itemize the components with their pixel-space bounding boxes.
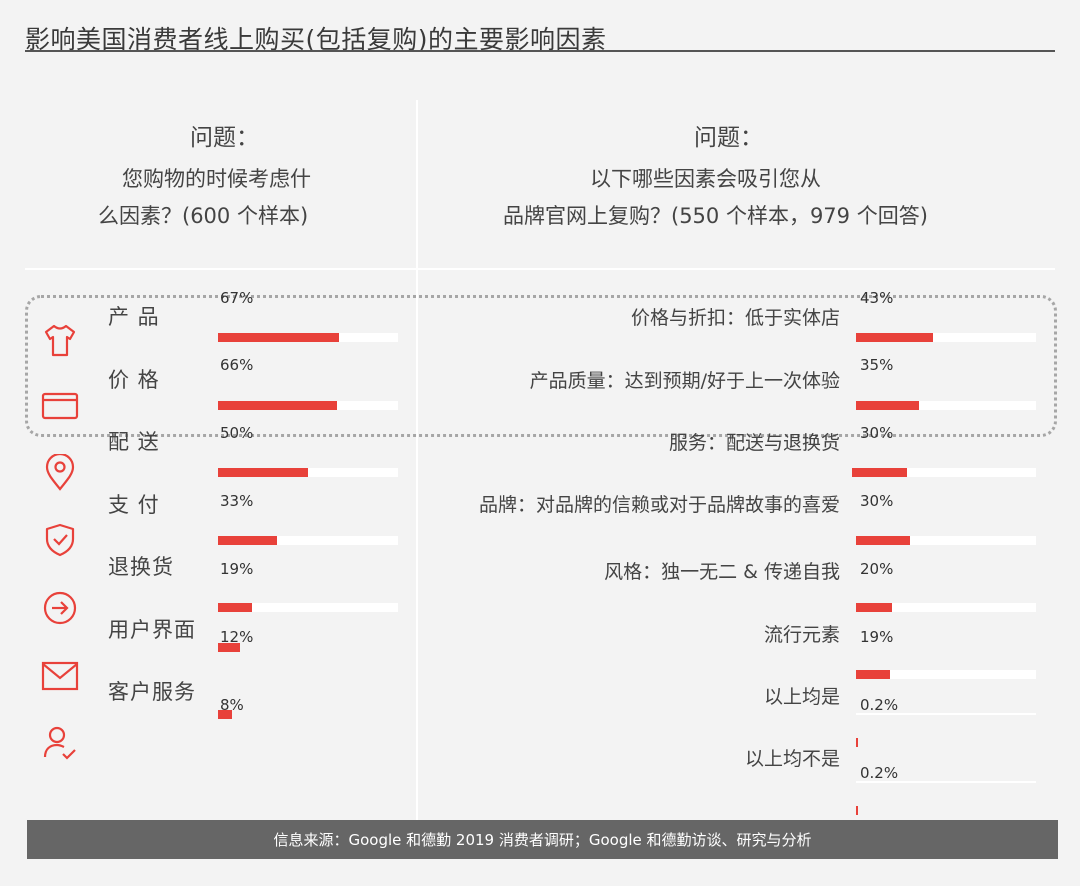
left-bar-track [218, 468, 398, 477]
left-question-label: 问题： [190, 125, 259, 151]
left-bar [218, 710, 233, 719]
left-bar [218, 468, 308, 477]
left-bar-track [218, 333, 398, 342]
right-value-label: 30% [860, 492, 894, 510]
right-bar [856, 603, 892, 612]
right-bar [856, 806, 858, 815]
left-bar-track [218, 536, 398, 545]
right-bar-track [856, 670, 1036, 679]
left-bar-track [218, 710, 398, 719]
right-question-line2: 品牌官网上复购？(550 个样本，979 个回答) [503, 204, 928, 228]
right-category-label: 以上均是 [763, 686, 840, 708]
right-category-label: 价格与折扣：低于实体店 [630, 307, 840, 329]
right-value-label: 0.2% [860, 764, 899, 782]
left-bar [218, 643, 240, 652]
left-category-label: 配 送 [108, 430, 160, 454]
left-category-label: 客户服务 [108, 680, 196, 704]
right-bar [856, 670, 891, 679]
source-footer: 信息来源：Google 和德勤 2019 消费者调研；Google 和德勤访谈、… [27, 820, 1058, 859]
left-value-label: 50% [220, 424, 254, 442]
header-divider [25, 268, 1055, 270]
right-bar [856, 333, 934, 342]
left-question-line1: 您购物的时候考虑什 [122, 167, 311, 191]
left-bar-track [218, 401, 398, 410]
right-value-label: 30% [860, 424, 894, 442]
right-value-label: 20% [860, 560, 894, 578]
left-value-label: 8% [220, 696, 244, 714]
left-bar-track [218, 603, 398, 612]
right-value-label: 43% [860, 289, 894, 307]
left-value-label: 33% [220, 492, 254, 510]
left-value-label: 67% [220, 289, 254, 307]
location-pin-icon [45, 454, 75, 491]
top-factors-highlight [25, 295, 1057, 437]
right-category-label: 产品质量：达到预期/好于上一次体验 [529, 370, 840, 392]
left-bar-track [218, 643, 398, 652]
left-category-label: 退换货 [108, 555, 174, 579]
user-check-icon [43, 726, 76, 760]
right-category-label: 服务：配送与退换货 [668, 432, 840, 454]
left-value-label: 12% [220, 628, 254, 646]
column-divider [416, 100, 418, 820]
right-bar-track [856, 401, 1036, 410]
right-bar-track [856, 806, 1036, 815]
shield-check-icon [45, 523, 75, 557]
mail-icon [41, 661, 79, 691]
right-category-label: 风格：独一无二 & 传递自我 [604, 561, 840, 583]
right-category-label: 以上均不是 [744, 748, 840, 770]
right-bar-track [856, 603, 1036, 612]
right-bar-baseline [856, 713, 1036, 715]
right-bar-track [856, 738, 1036, 747]
right-question-label: 问题： [694, 125, 763, 151]
left-category-label: 价 格 [108, 368, 160, 392]
left-question-line2: 么因素？(600 个样本) [98, 204, 309, 228]
chart-title: 影响美国消费者线上购买(包括复购)的主要影响因素 [25, 25, 607, 54]
return-arrow-icon [43, 591, 77, 625]
left-value-label: 66% [220, 356, 254, 374]
right-bar-track [852, 468, 1036, 477]
right-category-label: 品牌：对品牌的信赖或对于品牌故事的喜爱 [478, 494, 840, 516]
left-category-label: 产 品 [108, 305, 160, 329]
left-bar [218, 603, 253, 612]
right-question-line1: 以下哪些因素会吸引您从 [590, 167, 821, 191]
right-value-label: 35% [860, 356, 894, 374]
right-bar [856, 401, 919, 410]
right-bar [856, 536, 910, 545]
left-value-label: 19% [220, 560, 254, 578]
left-category-label: 支 付 [108, 493, 160, 517]
right-value-label: 19% [860, 628, 894, 646]
right-bar-track [856, 536, 1036, 545]
right-category-label: 流行元素 [763, 624, 840, 646]
right-bar-track [856, 333, 1036, 342]
right-value-label: 0.2% [860, 696, 899, 714]
right-bar [856, 738, 858, 747]
title-underline [25, 50, 1055, 52]
left-bar [218, 333, 339, 342]
left-bar [218, 401, 337, 410]
right-bar-baseline [856, 781, 1036, 783]
left-category-label: 用户界面 [108, 618, 196, 642]
right-bar [852, 468, 908, 477]
left-bar [218, 536, 278, 545]
card-icon [41, 392, 79, 420]
tshirt-icon [44, 324, 76, 357]
